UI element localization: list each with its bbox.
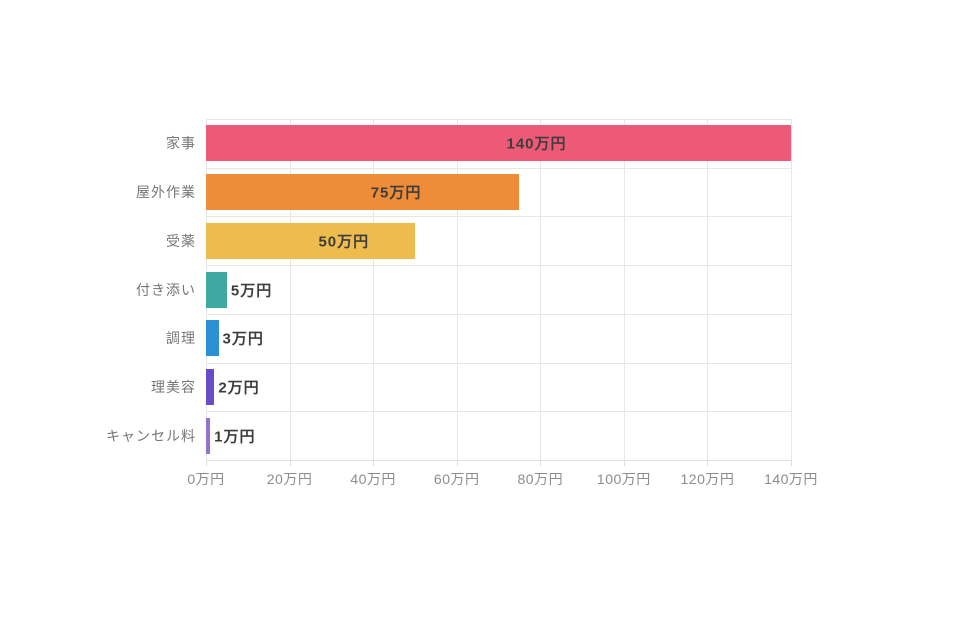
vertical-gridline <box>456 119 458 460</box>
bar-value-label: 50万円 <box>318 233 370 251</box>
plot-area: 140万円 75万円 50万円 5万円 3万円 2万円 1万円 <box>206 119 792 466</box>
chart-bar[interactable] <box>206 222 415 259</box>
vertical-gridline <box>373 119 375 460</box>
bar-value-label: 1万円 <box>214 428 256 446</box>
chart-bar[interactable] <box>206 417 211 454</box>
axis-tick-mark <box>289 460 291 466</box>
vertical-gridline <box>707 119 709 460</box>
category-label: 調理 <box>166 330 196 347</box>
axis-tick-mark <box>540 460 542 466</box>
bar-value-label: 3万円 <box>222 330 264 348</box>
vertical-gridline <box>623 119 625 460</box>
chart-bar[interactable] <box>206 320 219 357</box>
horizontal-gridline <box>206 119 791 120</box>
x-axis-labels: 0万円 20万円 40万円 60万円 80万円 100万円 120万円 140万円 <box>187 469 817 491</box>
horizontal-gridline <box>206 313 791 315</box>
bar-value-label: 2万円 <box>218 379 260 397</box>
horizontal-gridline <box>206 411 791 413</box>
horizontal-gridline <box>206 362 791 364</box>
axis-tick-mark <box>206 460 207 466</box>
axis-tick-mark <box>456 460 458 466</box>
x-tick-label: 20万円 <box>266 471 313 487</box>
category-label: 受薬 <box>166 232 196 249</box>
x-tick-label: 80万円 <box>517 471 564 487</box>
axis-tick-mark <box>791 460 792 466</box>
category-label: キャンセル料 <box>106 427 196 444</box>
category-label: 家事 <box>166 135 196 152</box>
axis-tick-mark <box>373 460 375 466</box>
chart-bar[interactable] <box>206 271 227 308</box>
axis-tick-mark <box>623 460 625 466</box>
chart-bar[interactable] <box>206 125 791 162</box>
category-label: 理美容 <box>151 378 196 395</box>
chart-bar[interactable] <box>206 174 520 211</box>
x-tick-label: 140万円 <box>764 471 818 487</box>
vertical-gridline <box>540 119 542 460</box>
chart-bar[interactable] <box>206 368 215 405</box>
x-tick-label: 0万円 <box>187 471 225 487</box>
x-tick-label: 60万円 <box>433 471 480 487</box>
category-label: 付き添い <box>136 281 196 298</box>
horizontal-gridline <box>206 216 791 218</box>
x-axis-line <box>206 460 791 461</box>
vertical-gridline <box>289 119 291 460</box>
axis-tick-mark <box>707 460 709 466</box>
x-tick-label: 120万円 <box>680 471 735 487</box>
x-tick-label: 100万円 <box>596 471 651 487</box>
horizontal-gridline <box>206 167 791 169</box>
bar-value-label: 5万円 <box>230 282 273 299</box>
y-axis-labels: 家事屋外作業受薬付き添い調理理美容キャンセル料 <box>0 119 196 460</box>
bar-value-label: 140万円 <box>506 135 567 153</box>
x-tick-label: 40万円 <box>350 471 396 487</box>
horizontal-gridline <box>206 265 791 267</box>
category-label: 屋外作業 <box>136 184 196 201</box>
vertical-gridline <box>791 119 792 460</box>
bar-value-label: 75万円 <box>370 184 422 202</box>
